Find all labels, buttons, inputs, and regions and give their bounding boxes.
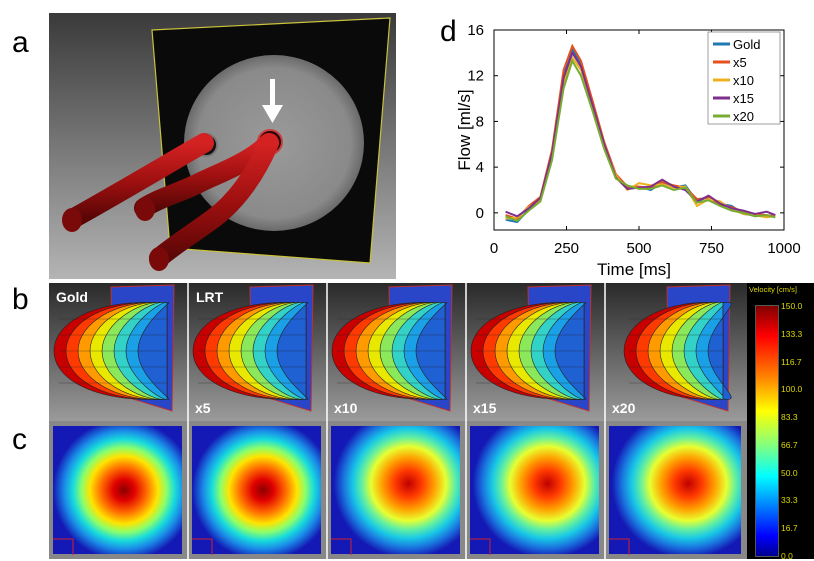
vessel-tube-3	[149, 133, 279, 268]
y-tick-label: 16	[467, 22, 484, 39]
series-line-x20	[505, 58, 776, 223]
x-tick-label: 1000	[767, 240, 800, 257]
series-line-x15	[505, 50, 776, 218]
vessel-tube-1	[64, 133, 214, 228]
panel-b-profiles	[49, 283, 747, 421]
x-axis-label: Time [ms]	[597, 260, 671, 279]
colorbar-gradient	[755, 305, 779, 557]
colorbar-tick-label: 150.0	[781, 301, 803, 311]
x-axis-ticks: 0 250 500 750 1000	[490, 30, 801, 257]
y-axis-ticks: 0 4 8 12 16	[467, 22, 784, 222]
colorbar-tick-label: 83.3	[781, 412, 798, 423]
colorbar-tick-label: 50.0	[781, 467, 798, 478]
label-lrt: LRT	[196, 289, 224, 305]
velocity-colorbar: Velocity [cm/s] 150.0 133.3 116.7 100.0 83.3…	[747, 283, 814, 561]
y-tick-label: 4	[476, 159, 484, 176]
colorbar-tick-label: 0.0	[781, 551, 793, 561]
x-tick-label: 250	[554, 240, 579, 257]
colorbar-tick-label: 100.0	[781, 384, 803, 395]
series-lines	[505, 43, 776, 224]
legend-entry: Gold	[733, 37, 760, 52]
arrow-icon	[262, 79, 283, 123]
legend: Gold x5 x10 x15 x20	[707, 31, 781, 125]
x-tick-label: 0	[490, 240, 498, 257]
legend-box	[707, 31, 781, 125]
legend-entry: x5	[733, 55, 747, 70]
panel-label-c: c	[12, 423, 27, 456]
legend-entry: x20	[733, 109, 754, 124]
panel-b-row: Gold LRT x5 x10 x15 x20	[49, 283, 747, 421]
colorbar-title: Velocity [cm/s]	[749, 285, 797, 294]
y-axis-label: Flow [ml/s]	[455, 89, 474, 170]
velocity-map	[192, 426, 321, 554]
label-gold: Gold	[56, 289, 88, 305]
label-x10: x10	[334, 400, 358, 416]
label-x20: x20	[612, 400, 636, 416]
vessel-tube-2	[134, 133, 279, 218]
legend-entry: x10	[733, 73, 754, 88]
panel-label-d: d	[440, 15, 457, 48]
label-x5: x5	[195, 400, 211, 416]
velocity-map	[609, 426, 741, 554]
colorbar-tick-label: 66.7	[781, 439, 798, 450]
label-x15: x15	[473, 400, 497, 416]
panel-label-b: b	[12, 283, 29, 316]
y-tick-label: 12	[467, 68, 484, 85]
velocity-map	[331, 426, 460, 554]
colorbar-tick-label: 16.7	[781, 523, 798, 534]
velocity-map	[470, 426, 599, 554]
x-tick-label: 500	[626, 240, 651, 257]
panel-c-row	[49, 421, 747, 559]
panel-d-flow-chart: 0 4 8 12 16 0 250 500 750 1000 Time [ms] Flow [m…	[455, 22, 801, 279]
legend-entry: x15	[733, 91, 754, 106]
colorbar-tick-label: 133.3	[781, 328, 803, 339]
panel-a-3d-rendering	[49, 13, 396, 279]
panel-label-a: a	[12, 26, 29, 59]
colorbar-tick-label: 116.7	[781, 356, 802, 367]
x-tick-label: 750	[699, 240, 724, 257]
y-tick-label: 8	[476, 113, 484, 130]
panel-c-velocity-maps	[49, 421, 747, 559]
colorbar-tick-label: 33.3	[781, 495, 798, 506]
velocity-map	[53, 426, 182, 554]
y-tick-label: 0	[476, 205, 484, 222]
